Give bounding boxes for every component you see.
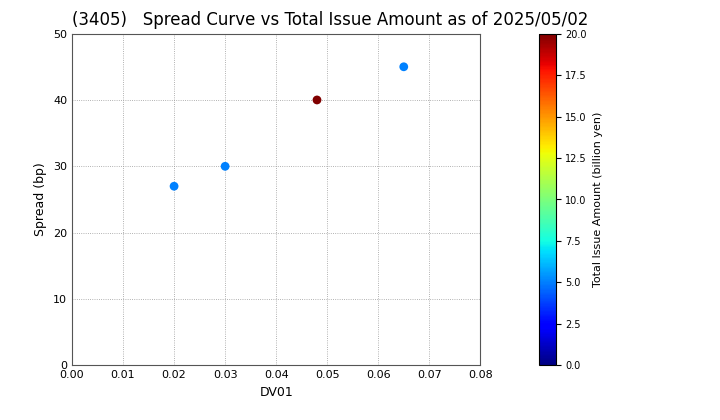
- Point: [168, 183, 180, 189]
- X-axis label: DV01: DV01: [259, 386, 293, 399]
- Point: [311, 97, 323, 103]
- Point: [398, 63, 410, 70]
- Y-axis label: Spread (bp): Spread (bp): [35, 163, 48, 236]
- Y-axis label: Total Issue Amount (billion yen): Total Issue Amount (billion yen): [593, 112, 603, 287]
- Text: (3405)   Spread Curve vs Total Issue Amount as of 2025/05/02: (3405) Spread Curve vs Total Issue Amoun…: [72, 11, 588, 29]
- Point: [220, 163, 231, 170]
